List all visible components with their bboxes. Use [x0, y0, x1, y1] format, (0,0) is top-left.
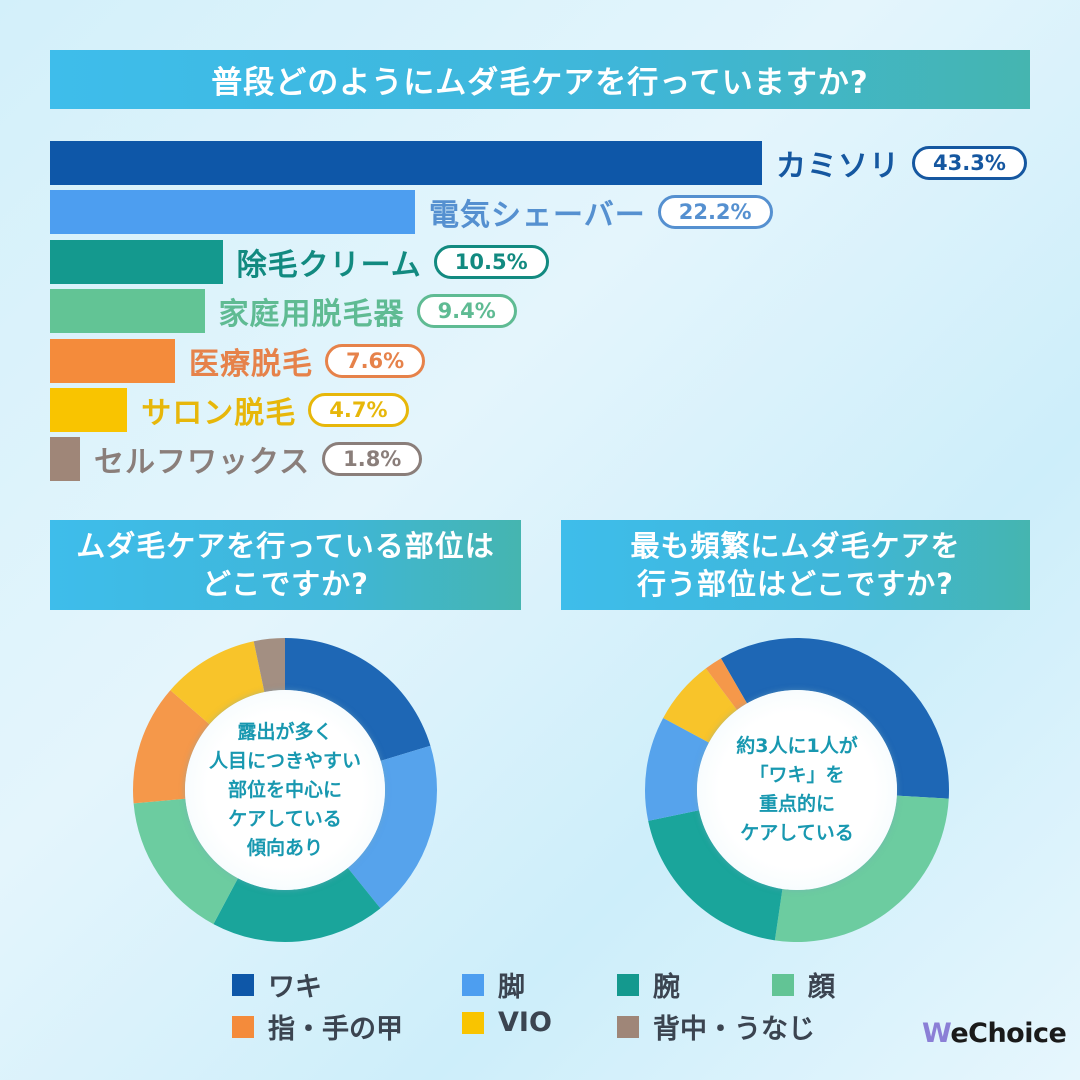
- bar-row: 除毛クリーム 10.5%: [50, 239, 549, 284]
- donut-chart-most-frequent-area: 約3人に1人が 「ワキ」を重点的にケアしている: [637, 630, 957, 950]
- right-question-header: 最も頻繁にムダ毛ケアを 行う部位はどこですか?: [561, 520, 1030, 610]
- legend-item: 脚: [462, 965, 525, 1004]
- legend-swatch: [462, 973, 484, 996]
- bar-category-label: カミソリ: [776, 149, 900, 184]
- donut-center-line: 部位を中心に: [227, 778, 342, 801]
- donut-center-line: 露出が多く: [237, 720, 333, 743]
- bar: [50, 141, 762, 185]
- bar-category-label: サロン脱毛: [141, 396, 297, 431]
- donut-slice-6: [705, 658, 747, 710]
- legend-label: 脚: [498, 972, 525, 1003]
- right-question-line2: 行う部位はどこですか?: [637, 567, 954, 601]
- legend-swatch: [462, 1011, 484, 1034]
- legend-swatch: [617, 973, 639, 996]
- donut-slice-4: [645, 717, 709, 821]
- bar-row: サロン脱毛 4.7%: [50, 388, 409, 432]
- logo-rest: eChoice: [950, 1018, 1067, 1049]
- bar-row: セルフワックス 1.8%: [50, 437, 423, 482]
- donut-center-line: ケアしている: [228, 807, 342, 830]
- donut-chart-care-areas: 露出が多く人目につきやすい 部位を中心に ケアしている 傾向あり: [125, 630, 445, 950]
- donut-slice-5: [133, 690, 210, 804]
- left-question-line1: ムダ毛ケアを行っている部位は: [76, 529, 495, 563]
- bar-value-label: 10.5%: [433, 244, 549, 279]
- bar-value-label: 7.6%: [324, 343, 426, 378]
- legend-label: 背中・うなじ: [653, 1014, 815, 1045]
- bar: [50, 239, 223, 284]
- legend-item: 腕: [617, 965, 680, 1004]
- donut-slice-1: [285, 638, 431, 761]
- legend-label: ワキ: [268, 972, 322, 1003]
- donut-center-line: 「ワキ」を: [749, 764, 845, 786]
- donut-center-line: ケアしている: [740, 822, 854, 844]
- legend-swatch: [232, 973, 254, 996]
- bar: [50, 388, 128, 432]
- donut-slice-4: [133, 798, 238, 925]
- bar-row: カミソリ 43.3%: [50, 141, 1027, 185]
- donut-slice-2: [347, 745, 437, 909]
- bar: [50, 289, 205, 334]
- left-question-line2: どこですか?: [202, 567, 369, 601]
- bar-row: 家庭用脱毛器 9.4%: [50, 289, 517, 334]
- legend-swatch: [617, 1015, 639, 1038]
- bar-category-label: 医療脱毛: [188, 346, 313, 382]
- legend-label: 顔: [808, 972, 835, 1003]
- donut-slice-2: [774, 795, 949, 942]
- bar-category-label: 除毛クリーム: [236, 247, 422, 283]
- legend-label: 腕: [653, 972, 680, 1003]
- bar-value-label: 22.2%: [657, 195, 773, 230]
- main-question-header: 普段どのようにムダ毛ケアを行っていますか?: [50, 50, 1030, 109]
- bar-row: 医療脱毛 7.6%: [50, 338, 426, 383]
- bar: [50, 437, 80, 482]
- left-question-header: ムダ毛ケアを行っている部位は どこですか?: [50, 520, 521, 610]
- donut-slice-7: [253, 638, 285, 693]
- donut-left-center-text: 露出が多く人目につきやすい 部位を中心に ケアしている 傾向あり: [185, 690, 385, 890]
- bar-value-label: 9.4%: [416, 294, 517, 329]
- legend-swatch: [232, 1015, 254, 1038]
- main-question-text: 普段どのようにムダ毛ケアを行っていますか?: [211, 65, 869, 101]
- bar: [50, 190, 416, 235]
- logo-prefix: W: [922, 1018, 951, 1049]
- donut-slice-5: [663, 668, 738, 743]
- legend-label: VIO: [498, 1007, 552, 1038]
- legend-item: VIO: [462, 1007, 552, 1038]
- legend-item: 指・手の甲: [232, 1007, 403, 1046]
- legend-swatch: [772, 973, 794, 996]
- legend-label: 指・手の甲: [268, 1014, 403, 1045]
- donut-left-svg: [133, 638, 437, 942]
- donut-slice-6: [170, 641, 265, 725]
- right-question-line1: 最も頻繁にムダ毛ケアを: [630, 529, 961, 563]
- bar-value-label: 1.8%: [322, 442, 423, 477]
- legend-item: 背中・うなじ: [617, 1007, 815, 1046]
- bar-category-label: セルフワックス: [94, 445, 311, 481]
- donut-center-line: 人目につきやすい: [208, 749, 361, 772]
- donut-slice-3: [213, 867, 381, 942]
- bar: [50, 338, 175, 383]
- bar-row: 電気シェーバー 22.2%: [50, 190, 773, 235]
- donut-center-line: 重点的に: [758, 793, 835, 815]
- bar-value-label: 4.7%: [308, 393, 409, 427]
- legend-item: ワキ: [232, 965, 322, 1004]
- wechoice-logo: WeChoice: [922, 1018, 1067, 1049]
- donut-slice-3: [648, 810, 783, 941]
- bar-value-label: 43.3%: [912, 146, 1027, 180]
- bar-category-label: 電気シェーバー: [429, 198, 646, 234]
- donut-center-line: 約3人に1人が: [736, 735, 858, 757]
- donut-right-center-text: 約3人に1人が 「ワキ」を重点的にケアしている: [697, 690, 897, 890]
- donut-center-line: 傾向あり: [246, 836, 323, 859]
- bar-category-label: 家庭用脱毛器: [218, 297, 405, 333]
- legend-item: 顔: [772, 965, 835, 1004]
